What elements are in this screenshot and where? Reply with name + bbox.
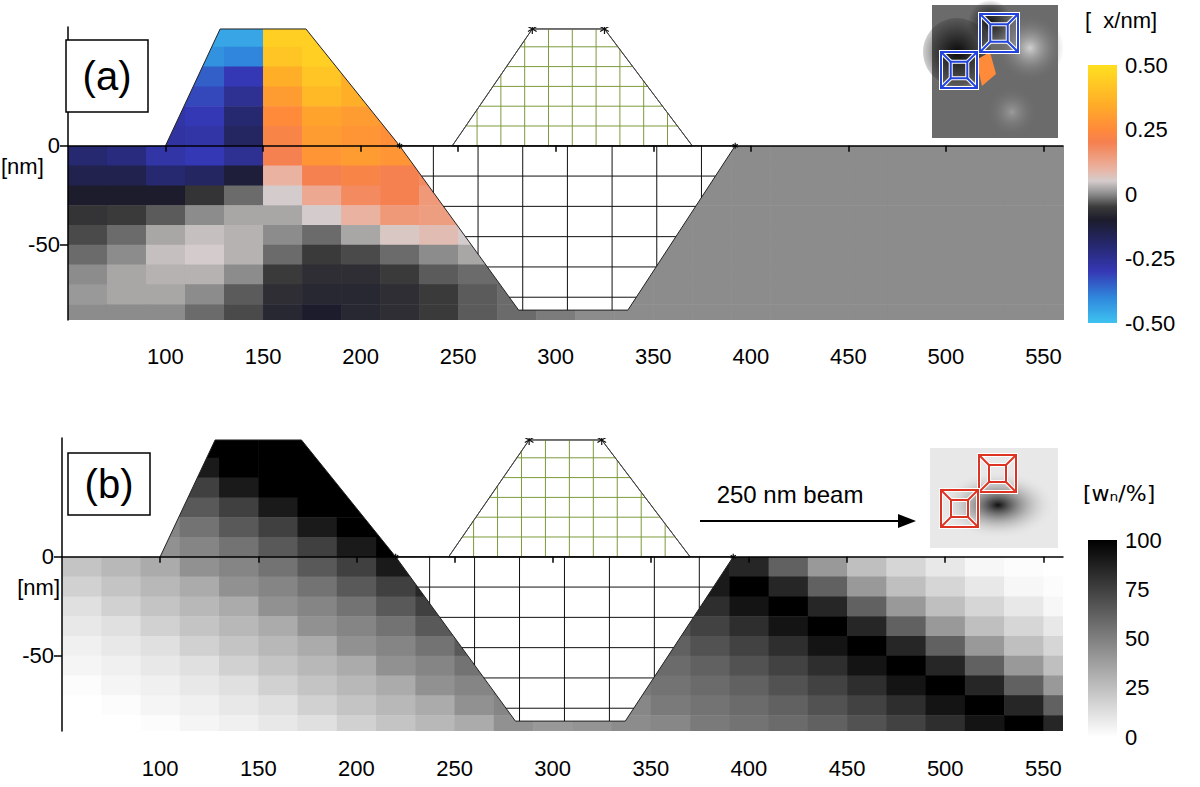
svg-text:200: 200 (338, 756, 375, 781)
svg-text:-0.50: -0.50 (1125, 311, 1175, 336)
svg-text:75: 75 (1125, 577, 1149, 602)
svg-text:400: 400 (732, 344, 769, 369)
svg-text:-0.25: -0.25 (1125, 246, 1175, 271)
svg-text:100: 100 (142, 756, 179, 781)
svg-text:-50: -50 (22, 643, 54, 668)
svg-text:500: 500 (927, 756, 964, 781)
svg-text:0.25: 0.25 (1125, 117, 1168, 142)
svg-text:550: 550 (1025, 344, 1062, 369)
svg-text:[nm]: [nm] (1, 154, 44, 179)
svg-text:250: 250 (440, 344, 477, 369)
svg-text:[nm]: [nm] (17, 575, 60, 600)
svg-text:500: 500 (928, 344, 965, 369)
svg-text:0: 0 (48, 133, 60, 158)
svg-text:-50: -50 (28, 232, 60, 257)
svg-text:250: 250 (436, 756, 473, 781)
svg-text:[ x/nm]: [ x/nm] (1085, 8, 1157, 33)
svg-text:450: 450 (830, 344, 867, 369)
svg-text:350: 350 (632, 756, 669, 781)
svg-text:100: 100 (1125, 528, 1162, 553)
svg-text:300: 300 (534, 756, 571, 781)
svg-text:0.50: 0.50 (1125, 53, 1168, 78)
svg-text:0: 0 (42, 544, 54, 569)
svg-text:300: 300 (537, 344, 574, 369)
svg-text:25: 25 (1125, 675, 1149, 700)
svg-text:250 nm beam: 250 nm beam (717, 481, 864, 508)
svg-text:[wₙ/%]: [wₙ/%] (1083, 481, 1155, 506)
svg-text:0: 0 (1125, 725, 1137, 750)
svg-text:450: 450 (829, 756, 866, 781)
svg-text:350: 350 (635, 344, 672, 369)
svg-text:150: 150 (240, 756, 277, 781)
svg-text:100: 100 (147, 344, 184, 369)
svg-text:550: 550 (1025, 756, 1062, 781)
svg-text:(b): (b) (85, 462, 134, 506)
svg-text:200: 200 (342, 344, 379, 369)
svg-text:50: 50 (1125, 626, 1149, 651)
svg-text:(a): (a) (83, 54, 132, 98)
svg-text:0: 0 (1125, 182, 1137, 207)
svg-text:400: 400 (731, 756, 768, 781)
svg-text:150: 150 (245, 344, 282, 369)
